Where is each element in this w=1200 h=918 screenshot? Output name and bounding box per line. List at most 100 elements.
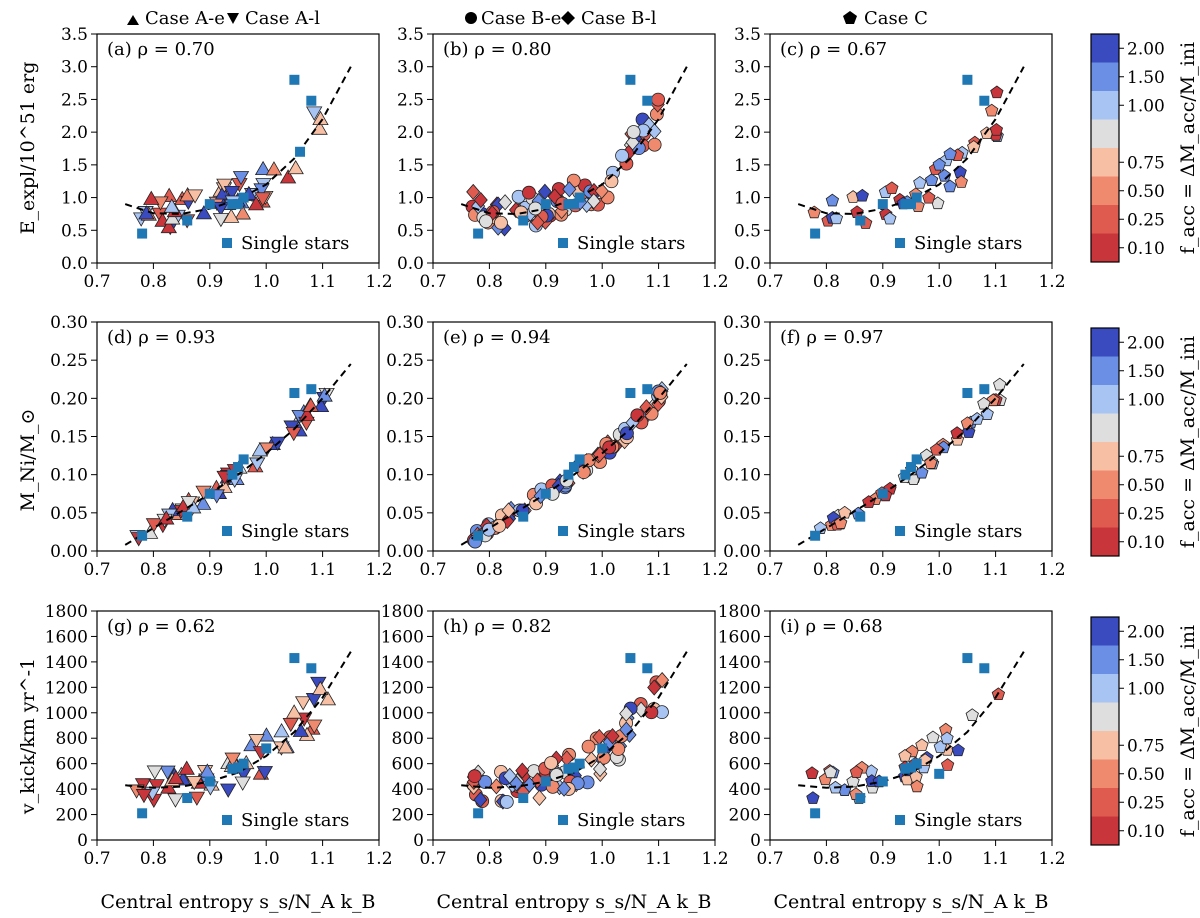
- single-stars-legend-label: Single stars: [577, 810, 685, 831]
- binary-model-point: [502, 767, 517, 784]
- y-tick-label: 1.5: [734, 156, 761, 176]
- single-star-point: [877, 488, 888, 499]
- single-star-point: [182, 793, 193, 804]
- single-star-point: [642, 95, 653, 106]
- single-star-point: [563, 469, 574, 480]
- single-star-point: [540, 776, 551, 787]
- binary-model-point: [489, 778, 504, 795]
- binary-model-point: [319, 691, 337, 706]
- single-star-point: [569, 199, 579, 210]
- legend-label-b-l: Case B-l: [581, 8, 657, 29]
- binary-model-point: [312, 397, 330, 412]
- y-tick-label: 600: [729, 755, 761, 775]
- colorbar-bin: [1091, 91, 1119, 120]
- single-star-point: [261, 743, 272, 754]
- single-star-point: [574, 454, 585, 465]
- single-stars-legend-marker: [558, 238, 568, 248]
- y-tick-label: 0.20: [386, 389, 424, 409]
- colorbar-bin: [1091, 233, 1119, 262]
- colorbar-tick-label: 1.50: [1127, 362, 1165, 382]
- panel-d: 0.7 0.8 0.9 1.0 1.1 1.2 0.00 0.05 0.10 0.15 0.20 0.…: [50, 313, 392, 580]
- binary-model-point: [557, 780, 572, 797]
- colorbar-bin: [1091, 34, 1119, 63]
- single-star-point: [962, 74, 973, 85]
- binary-model-point: [148, 779, 165, 794]
- colorbar-tick-label: 1.00: [1127, 679, 1165, 699]
- single-star-point: [182, 215, 193, 226]
- y-tick-label: 2.5: [61, 90, 88, 110]
- single-stars-legend-label: Single stars: [241, 233, 349, 254]
- binary-model-point: [160, 218, 178, 234]
- binary-model-point: [594, 182, 609, 200]
- y-tick-label: 0.20: [50, 389, 88, 409]
- binary-model-point: [467, 769, 482, 784]
- single-star-point: [473, 530, 484, 541]
- y-tick-label: 800: [56, 729, 88, 749]
- binary-model-point: [216, 178, 233, 193]
- binary-model-point: [647, 679, 662, 696]
- binary-model-point: [626, 125, 641, 139]
- y-tick-label: 2.5: [734, 90, 761, 110]
- single-star-point: [204, 776, 215, 787]
- y-tick-label: 1200: [45, 678, 88, 698]
- colorbar-row2: 0.10 0.25 0.50 0.75 1.00 1.50 2.00 f_acc = ΔM_a…: [1090, 327, 1199, 557]
- single-star-point: [979, 384, 990, 395]
- binary-model-point: [167, 769, 185, 785]
- x-tick-label: 0.9: [196, 849, 223, 869]
- x-tick-label: 1.2: [365, 560, 392, 580]
- colorbar-tick-label: 1.50: [1127, 651, 1165, 671]
- x-tick-label: 0.7: [756, 849, 783, 869]
- x-tick-label: 0.8: [476, 272, 503, 292]
- single-star-point: [877, 199, 888, 210]
- plot-area: [769, 33, 1053, 264]
- x-tick-label: 1.0: [253, 272, 280, 292]
- y-tick-label: 1800: [381, 602, 424, 622]
- x-tick-label: 1.1: [309, 560, 336, 580]
- binary-model-point: [298, 406, 316, 421]
- fit-curve: [798, 651, 1025, 789]
- colorbar-bin: [1091, 759, 1119, 788]
- x-tick-label: 1.0: [926, 849, 953, 869]
- colorbar-bin: [1091, 527, 1119, 556]
- x-tick-label: 0.8: [813, 560, 840, 580]
- y-tick-label: 0: [77, 831, 88, 851]
- x-tick-label: 1.0: [926, 560, 953, 580]
- y-tick-label: 0.0: [61, 254, 88, 274]
- binary-model-point: [501, 502, 516, 519]
- y-tick-label: 400: [56, 780, 88, 800]
- y-tick-label: 0.10: [50, 466, 88, 486]
- binary-model-point: [478, 775, 493, 789]
- binary-model-point: [985, 103, 999, 117]
- x-tick-label: 1.2: [701, 849, 728, 869]
- y-tick-label: 0.00: [723, 542, 761, 562]
- binary-model-point: [223, 185, 241, 201]
- single-stars-legend-marker: [222, 815, 232, 825]
- single-star-point: [137, 808, 148, 819]
- binary-model-point: [494, 215, 508, 230]
- y-tick-label: 0.0: [734, 254, 761, 274]
- binary-model-point: [806, 791, 820, 804]
- fit-curve: [797, 66, 1025, 215]
- y-tick-label: 1400: [381, 653, 424, 673]
- y-tick-label: 0.10: [723, 466, 761, 486]
- y-tick-label: 0.15: [50, 428, 88, 448]
- binary-model-point: [220, 783, 237, 798]
- single-stars-legend-marker: [895, 526, 905, 536]
- single-star-point: [295, 146, 306, 157]
- x-tick-label: 1.1: [645, 849, 672, 869]
- colorbar-tick-label: 2.00: [1127, 622, 1165, 642]
- binary-model-point: [312, 680, 329, 695]
- binary-model-point: [473, 791, 488, 808]
- colorbar-bin: [1091, 645, 1119, 674]
- y-tick-label: 1000: [381, 704, 424, 724]
- binary-model-point: [530, 214, 545, 231]
- binary-model-point: [135, 789, 153, 804]
- x-tick-label: 1.2: [365, 272, 392, 292]
- binary-model-point: [265, 161, 283, 176]
- plot-area: [769, 610, 1053, 841]
- panel-annotation: (h) ρ = 0.82: [443, 616, 552, 637]
- binary-model-point: [247, 196, 265, 211]
- panel-annotation: (c) ρ = 0.67: [780, 39, 887, 60]
- y-tick-label: 600: [56, 755, 88, 775]
- binary-model-point: [625, 134, 640, 151]
